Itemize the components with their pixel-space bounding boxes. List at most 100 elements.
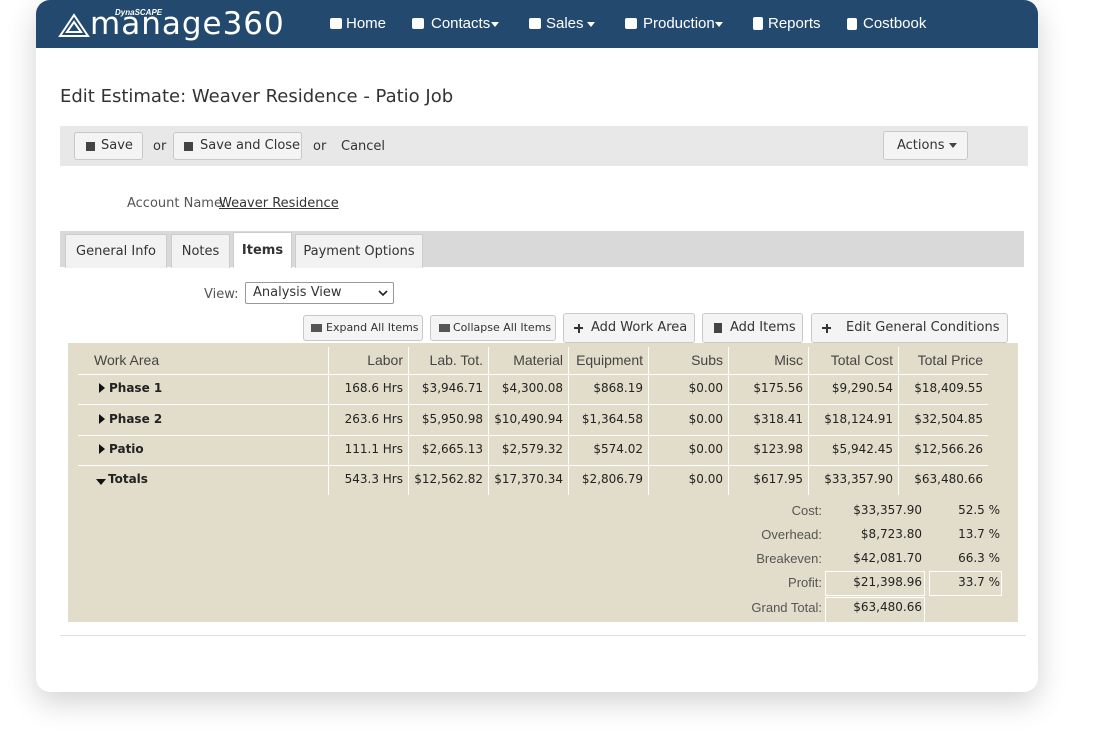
summary-amount: $63,480.66 [853, 600, 922, 614]
column-header: Equipment [576, 352, 643, 368]
table-cell: $18,409.55 [914, 381, 983, 395]
profit-percent-box [929, 571, 1002, 596]
table-cell: $2,665.13 [421, 442, 483, 456]
table-cell: $318.41 [753, 411, 803, 426]
summary-percent: 66.3 % [958, 551, 1000, 565]
reports-icon [753, 17, 763, 30]
cancel-link[interactable]: Cancel [341, 139, 386, 154]
brand-small: DynaSCAPE [115, 8, 163, 17]
folder-icon [311, 324, 322, 332]
table-cell: $17,370.34 [494, 472, 563, 486]
row-divider [78, 404, 988, 405]
brand[interactable]: manage360 [90, 6, 285, 42]
work-area-name[interactable]: Phase 2 [109, 411, 163, 426]
costbook-icon [847, 18, 857, 30]
table-cell: $33,357.90 [824, 472, 893, 486]
table-cell: $0.00 [688, 442, 723, 456]
work-area-name[interactable]: Phase 1 [109, 381, 163, 395]
production-icon [625, 18, 637, 29]
summary-percent: 13.7 % [958, 527, 1000, 541]
column-header: Work Area [94, 352, 160, 368]
nav-item[interactable]: Costbook [863, 15, 927, 32]
dropdown-caret [587, 22, 595, 27]
expand-caret [99, 383, 105, 393]
tab[interactable]: Notes [171, 234, 230, 268]
table-cell: $18,124.91 [824, 411, 893, 426]
column-header: Subs [691, 352, 723, 368]
navbar: DynaSCAPE manage360 Home Contacts Sales … [36, 0, 1038, 48]
summary-amount: $42,081.70 [853, 551, 922, 565]
table-cell: $2,806.79 [581, 472, 643, 486]
nav-item[interactable]: Production [643, 15, 715, 32]
summary-label: Overhead: [761, 527, 822, 542]
row-divider [78, 465, 988, 466]
expand-button[interactable]: Expand All Items [303, 315, 423, 341]
table-cell: 168.6 Hrs [344, 381, 403, 395]
row-divider [78, 435, 988, 436]
nav-item[interactable]: Sales [546, 15, 584, 32]
separator-text: or [313, 139, 327, 154]
select-arrow [378, 290, 388, 297]
sales-icon [529, 18, 541, 29]
column-header: Labor [367, 352, 403, 368]
table-cell: $0.00 [688, 472, 723, 486]
home-icon [330, 18, 342, 29]
column-header: Misc [774, 352, 803, 368]
row-divider [78, 374, 988, 375]
save-button[interactable]: Save [74, 132, 143, 160]
dropdown-caret [491, 22, 499, 27]
dropdown-caret [949, 143, 957, 148]
summary-label: Cost: [791, 503, 822, 518]
table-cell: $12,562.82 [414, 472, 483, 486]
column-header: Total Cost [830, 352, 893, 368]
table-cell: 543.3 Hrs [344, 472, 403, 486]
column-divider [328, 347, 329, 495]
column-divider [898, 347, 899, 495]
summary-amount: $21,398.96 [853, 575, 922, 589]
table-cell: $123.98 [753, 442, 803, 456]
column-header: Lab. Tot. [429, 352, 483, 368]
analysis-table [68, 343, 1018, 622]
collapse-caret [96, 479, 106, 485]
add-work-area-button[interactable]: Add Work Area [563, 313, 695, 343]
nav-item[interactable]: Reports [768, 15, 821, 32]
page-title: Edit Estimate: Weaver Residence - Patio … [60, 86, 454, 107]
tab-active[interactable]: Items [233, 232, 292, 268]
table-cell: $2,579.32 [501, 442, 563, 456]
summary-label: Breakeven: [756, 551, 822, 566]
collapse-button[interactable]: Collapse All Items [430, 315, 556, 341]
table-cell: $868.19 [593, 381, 643, 395]
actions-button[interactable]: Actions [883, 131, 968, 160]
profit-amount-box [825, 571, 925, 596]
nav-item[interactable]: Home [346, 15, 387, 32]
work-area-name[interactable]: Totals [108, 472, 148, 486]
table-cell: $63,480.66 [914, 472, 983, 486]
expand-caret [99, 444, 105, 454]
column-divider [728, 347, 729, 495]
account-label: Account Name: [127, 196, 227, 211]
plus-icon [825, 323, 828, 333]
tab[interactable]: General Info [65, 234, 167, 268]
tab[interactable]: Payment Options [295, 234, 423, 268]
work-area-name[interactable]: Patio [109, 442, 144, 456]
account-link[interactable]: Weaver Residence [219, 196, 339, 211]
plus-icon [577, 323, 580, 333]
expand-caret [99, 413, 105, 424]
save-icon [184, 142, 193, 151]
column-divider [408, 347, 409, 495]
edit-conditions-button[interactable]: Edit General Conditions [811, 313, 1008, 343]
save-close-button[interactable]: Save and Close [173, 132, 302, 160]
view-select[interactable]: Analysis View [245, 282, 394, 304]
summary-percent: 33.7 % [958, 575, 1000, 589]
save-icon [86, 142, 95, 151]
table-cell: $3,946.71 [421, 381, 483, 395]
table-cell: $32,504.85 [914, 411, 983, 426]
table-cell: $617.95 [753, 472, 803, 486]
column-divider [648, 347, 649, 495]
table-cell: $5,950.98 [421, 411, 483, 426]
table-cell: $4,300.08 [501, 381, 563, 395]
table-cell: $175.56 [753, 381, 803, 395]
nav-item[interactable]: Contacts [431, 15, 491, 32]
table-cell: $1,364.58 [581, 411, 643, 426]
